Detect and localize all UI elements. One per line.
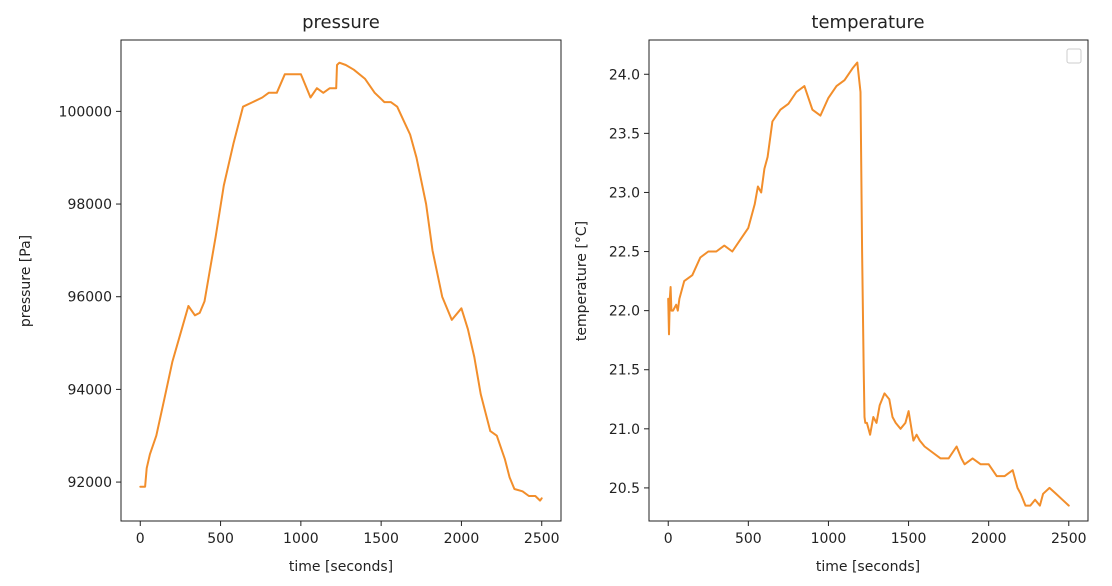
- y-tick-label: 100000: [59, 104, 112, 120]
- y-axis-label: temperature [°C]: [574, 221, 590, 341]
- x-tick-label: 1500: [891, 531, 927, 547]
- x-tick-label: 1000: [811, 531, 847, 547]
- y-tick-label: 21.5: [609, 363, 640, 379]
- y-tick-label: 22.5: [609, 245, 640, 261]
- axes-frame: [648, 39, 1089, 522]
- x-tick-label: 2500: [1051, 531, 1087, 547]
- series-layer: [139, 61, 543, 502]
- y-ticks: 20.5 21.0 21.5 22.0 22.5 23.0 23.5 24.0: [609, 67, 649, 497]
- y-tick-label: 20.5: [609, 481, 640, 497]
- x-tick-label: 500: [735, 531, 762, 547]
- y-tick-label: 92000: [67, 475, 112, 491]
- y-tick-label: 98000: [67, 197, 112, 213]
- x-tick-label: 1000: [283, 531, 319, 547]
- y-tick-label: 24.0: [609, 67, 640, 83]
- temperature-plot: temperature 0 500 1000 1500 2000 2500 20.5 21.…: [574, 12, 1089, 575]
- series-line: [139, 61, 543, 502]
- y-ticks: 92000 94000 96000 98000 100000: [59, 104, 121, 491]
- x-axis-label: time [seconds]: [816, 559, 920, 575]
- y-axis-label: pressure [Pa]: [18, 235, 34, 327]
- series-line: [667, 61, 1070, 507]
- x-ticks: 0 500 1000 1500 2000 2500: [664, 521, 1087, 547]
- y-tick-label: 96000: [67, 290, 112, 306]
- x-axis-label: time [seconds]: [289, 559, 393, 575]
- x-tick-label: 2500: [524, 531, 560, 547]
- x-tick-label: 0: [664, 531, 673, 547]
- legend-box: [1066, 48, 1082, 64]
- x-tick-label: 2000: [971, 531, 1007, 547]
- plot-title: temperature: [811, 12, 924, 33]
- y-tick-label: 23.0: [609, 185, 640, 201]
- x-tick-label: 500: [207, 531, 234, 547]
- y-tick-label: 23.5: [609, 126, 640, 142]
- series-layer: [667, 61, 1070, 507]
- plot-area: [121, 40, 561, 521]
- axes-frame: [120, 39, 562, 522]
- y-tick-label: 22.0: [609, 304, 640, 320]
- x-tick-label: 2000: [444, 531, 480, 547]
- y-tick-label: 94000: [67, 382, 112, 398]
- x-tick-label: 0: [136, 531, 145, 547]
- pressure-plot: pressure 0 500 1000 1500 2000 2500 92000 94000…: [18, 12, 562, 575]
- plot-area: [649, 40, 1088, 521]
- y-tick-label: 21.0: [609, 422, 640, 438]
- plot-title: pressure: [302, 12, 380, 33]
- x-tick-label: 1500: [363, 531, 399, 547]
- x-ticks: 0 500 1000 1500 2000 2500: [136, 521, 560, 547]
